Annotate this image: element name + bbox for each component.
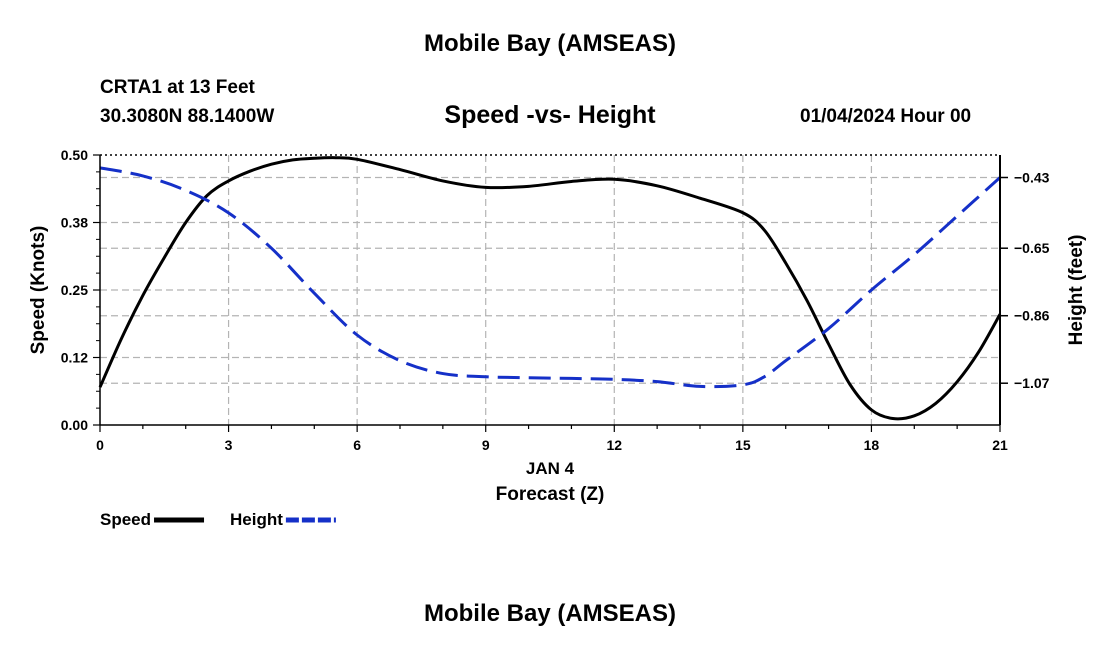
x-tick-label: 6	[353, 437, 361, 453]
x-tick-label: 18	[864, 437, 880, 453]
y-tick-label: 0.25	[61, 282, 88, 298]
x-axis-date-label: JAN 4	[526, 459, 575, 478]
y-tick-label: 0.38	[61, 215, 88, 231]
y-axis-label: Speed (Knots)	[28, 226, 49, 355]
y-tick-label: 0.12	[61, 350, 88, 366]
y2-tick-label: −0.86	[1014, 308, 1050, 324]
series-line-speed	[98, 156, 1002, 421]
page-title: Mobile Bay (AMSEAS)	[423, 30, 677, 57]
legend-label-height: Height	[230, 510, 283, 529]
y2-tick-label: −1.07	[1014, 375, 1050, 391]
x-tick-label: 3	[225, 437, 233, 453]
y2-tick-label: −0.43	[1014, 170, 1050, 186]
y-tick-label: 0.00	[61, 417, 88, 433]
y2-tick-label: −0.65	[1014, 240, 1050, 256]
x-axis-label: Forecast (Z)	[496, 484, 605, 505]
x-tick-label: 21	[992, 437, 1008, 453]
station-label: CRTA1 at 13 Feet	[100, 77, 255, 98]
x-tick-label: 12	[606, 437, 622, 453]
y2-axis-label: Height (feet)	[1066, 235, 1087, 346]
series-line-height	[99, 166, 1002, 389]
x-tick-label: 15	[735, 437, 751, 453]
station-coordinates: 30.3080N 88.1400W	[100, 106, 275, 127]
legend-label-speed: Speed	[100, 510, 151, 529]
footer-title: Mobile Bay (AMSEAS)	[423, 600, 677, 627]
x-tick-label: 9	[482, 437, 490, 453]
x-tick-label: 0	[96, 437, 104, 453]
chart-subtitle: Speed -vs- Height	[444, 101, 656, 129]
forecast-datetime: 01/04/2024 Hour 00	[800, 106, 972, 127]
y-tick-label: 0.50	[61, 147, 88, 163]
